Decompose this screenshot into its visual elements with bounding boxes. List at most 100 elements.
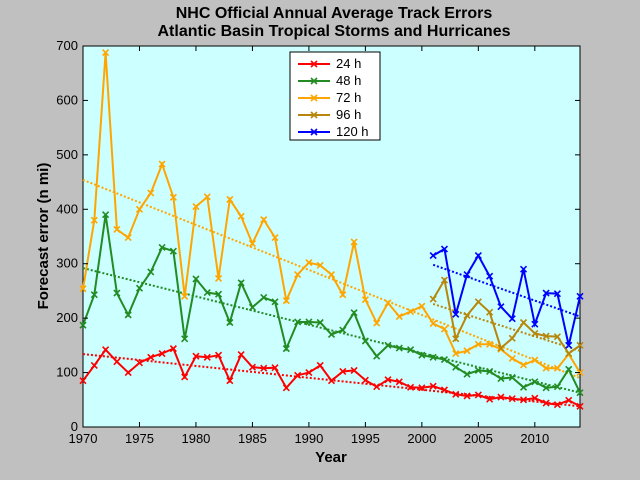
data-point xyxy=(147,268,155,276)
data-point xyxy=(553,290,561,298)
data-point xyxy=(260,293,268,302)
series-line xyxy=(432,247,581,346)
data-point xyxy=(169,345,177,353)
data-point xyxy=(463,347,471,355)
data-point xyxy=(226,195,234,204)
data-point xyxy=(508,315,516,323)
legend-label: 96 h xyxy=(336,107,361,122)
data-point xyxy=(305,369,313,377)
trend-line xyxy=(82,267,581,394)
data-point xyxy=(395,312,403,321)
data-point xyxy=(576,389,584,397)
data-point xyxy=(361,337,369,345)
data-point xyxy=(576,402,584,410)
legend: 24 h 48 h 72 h 96 h 120 h xyxy=(289,51,381,141)
x-tick-label: 1970 xyxy=(69,431,98,446)
data-point xyxy=(486,272,494,280)
data-point xyxy=(361,376,369,384)
data-point xyxy=(192,202,200,211)
data-point xyxy=(384,299,392,307)
data-point xyxy=(474,298,482,306)
data-point xyxy=(553,364,561,372)
y-tick-label: 0 xyxy=(71,419,78,434)
data-point xyxy=(147,189,155,197)
x-axis-label: Year xyxy=(315,449,347,466)
data-point xyxy=(395,344,403,352)
data-point xyxy=(90,291,98,299)
data-point xyxy=(226,318,234,327)
y-tick-label: 500 xyxy=(56,147,78,162)
data-point xyxy=(90,361,98,370)
data-point xyxy=(474,391,482,399)
data-point xyxy=(102,48,110,57)
data-point xyxy=(531,320,539,328)
chart-subtitle: Atlantic Basin Tropical Storms and Hurri… xyxy=(158,23,511,40)
data-point xyxy=(135,284,144,292)
data-point xyxy=(553,401,561,409)
data-point xyxy=(519,396,528,404)
x-tick-label: 2010 xyxy=(520,431,549,446)
data-point xyxy=(463,311,471,319)
data-point xyxy=(553,383,561,391)
data-point xyxy=(508,373,516,382)
data-point xyxy=(519,318,528,327)
y-tick-label: 700 xyxy=(56,38,78,53)
data-point xyxy=(203,353,211,361)
data-point xyxy=(248,303,256,311)
y-axis: 0 100 200 300 400 500 600 700 xyxy=(56,38,580,434)
data-point xyxy=(531,394,539,402)
data-point xyxy=(508,395,516,403)
data-point xyxy=(463,392,471,400)
data-point xyxy=(158,160,166,168)
data-point xyxy=(226,377,234,385)
data-point xyxy=(361,296,369,304)
data-point xyxy=(169,247,177,255)
data-point xyxy=(452,349,460,358)
legend-label: 120 h xyxy=(336,124,369,139)
y-tick-label: 300 xyxy=(56,256,78,271)
data-point xyxy=(350,238,358,246)
data-point xyxy=(260,216,268,224)
data-point xyxy=(440,276,449,284)
data-point xyxy=(350,366,358,374)
data-point xyxy=(169,193,177,201)
data-point xyxy=(90,216,98,224)
data-point xyxy=(282,384,290,392)
data-point xyxy=(440,325,449,333)
data-point xyxy=(508,334,516,342)
data-point xyxy=(373,319,381,327)
data-point xyxy=(429,251,437,260)
data-point xyxy=(474,366,482,374)
legend-label: 24 h xyxy=(336,56,361,71)
data-point xyxy=(305,259,313,267)
data-point xyxy=(531,329,539,337)
data-point xyxy=(282,345,290,353)
data-point xyxy=(294,271,302,279)
data-point xyxy=(124,234,132,242)
data-point xyxy=(542,364,550,372)
data-point xyxy=(102,211,110,219)
data-point xyxy=(79,377,87,385)
series-group xyxy=(79,345,584,410)
data-point xyxy=(79,285,87,293)
x-tick-label: 1980 xyxy=(181,431,210,446)
data-point xyxy=(113,225,121,233)
data-point xyxy=(214,274,223,282)
data-point xyxy=(565,349,573,358)
data-point xyxy=(429,382,437,390)
data-point xyxy=(452,390,460,398)
data-point xyxy=(407,383,415,391)
data-point xyxy=(271,234,279,242)
data-point xyxy=(452,363,460,371)
data-point xyxy=(260,364,268,372)
data-point xyxy=(418,351,426,359)
x-tick-label: 2005 xyxy=(464,431,493,446)
data-point xyxy=(294,318,302,326)
data-point xyxy=(214,290,223,298)
data-point xyxy=(531,356,539,364)
data-point xyxy=(147,353,155,361)
data-point xyxy=(248,240,256,248)
data-point xyxy=(463,271,471,279)
data-point xyxy=(203,288,211,297)
data-point xyxy=(395,378,403,386)
